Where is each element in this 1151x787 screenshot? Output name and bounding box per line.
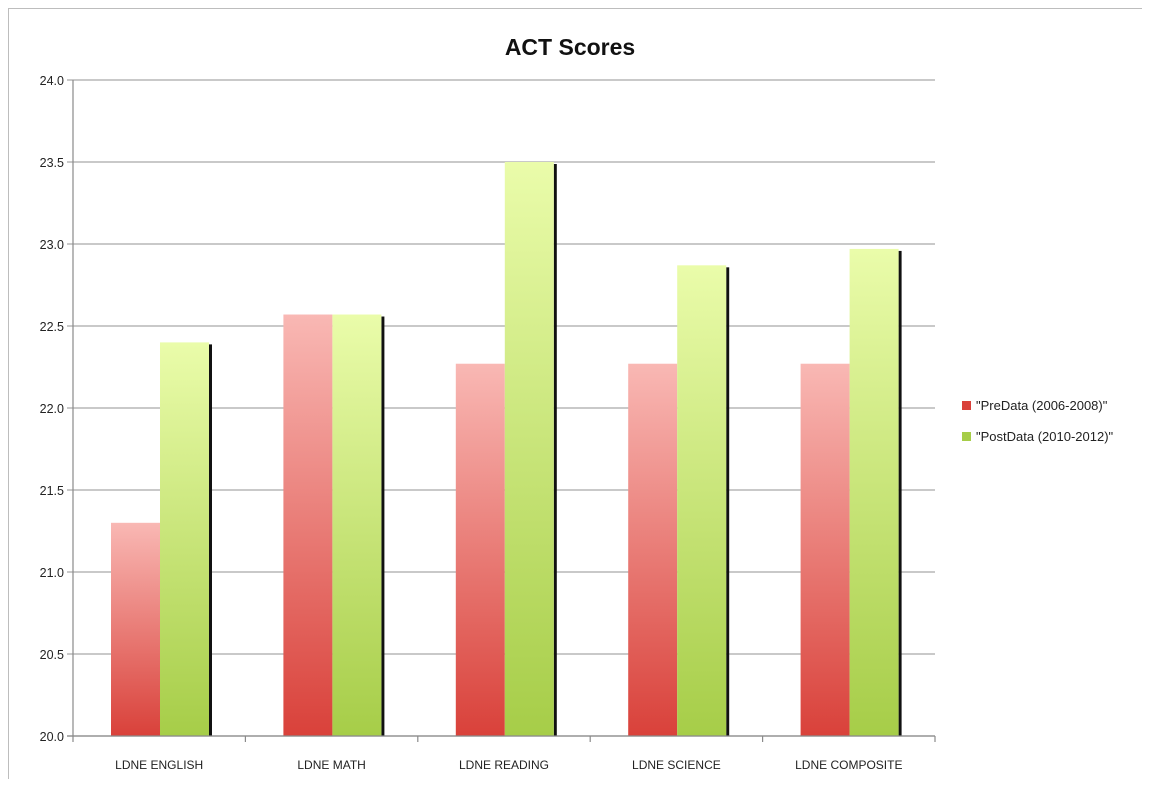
bar-predata-4	[628, 363, 678, 736]
x-tick-label: LDNE READING	[459, 758, 549, 772]
x-tick-label: LDNE MATH	[297, 758, 365, 772]
y-axis-ticks: 20.0 20.5 21.0 21.5 22.0 22.5 23.0 23.5 24.0	[40, 74, 64, 744]
legend: "PreData (2006-2008)" "PostData (2010-201…	[962, 398, 1114, 444]
y-tick-label: 20.0	[40, 730, 64, 744]
legend-swatch	[962, 432, 971, 441]
y-tick-label: 21.5	[40, 484, 64, 498]
bar-predata-3	[455, 363, 505, 736]
x-tick-label: LDNE SCIENCE	[632, 758, 721, 772]
y-tick-label: 23.5	[40, 156, 64, 170]
bar-postdata-3	[504, 162, 554, 736]
bar-shadow	[209, 344, 212, 736]
y-tick-label: 22.0	[40, 402, 64, 416]
bar-shadow	[726, 267, 730, 736]
y-tick-label: 22.5	[40, 320, 64, 334]
y-tick-label: 21.0	[40, 566, 64, 580]
y-tick-label: 20.5	[40, 648, 64, 662]
bar-predata-5	[800, 363, 850, 736]
y-tick-label: 23.0	[40, 238, 64, 252]
legend-swatch	[962, 401, 971, 410]
chart-title: ACT Scores	[505, 34, 635, 60]
axes	[67, 80, 936, 742]
bar-postdata-4	[677, 265, 727, 736]
bar-predata-1	[111, 522, 160, 736]
x-axis-ticks: LDNE ENGLISH LDNE MATH LDNE READING LDNE SC…	[115, 758, 902, 772]
bar-shadow	[553, 164, 557, 736]
bar-shadow	[381, 316, 385, 736]
y-tick-label: 24.0	[40, 74, 64, 88]
bar-postdata-1	[160, 342, 209, 736]
bar-predata-2	[283, 314, 333, 736]
x-tick-label: LDNE COMPOSITE	[795, 758, 902, 772]
bar-postdata-5	[849, 248, 899, 737]
bar-shadow	[898, 250, 902, 737]
x-tick-label: LDNE ENGLISH	[115, 758, 203, 772]
legend-label: "PostData (2010-2012)"	[976, 429, 1114, 444]
bars	[111, 162, 902, 737]
bar-postdata-2	[332, 314, 382, 736]
legend-label: "PreData (2006-2008)"	[976, 398, 1108, 413]
